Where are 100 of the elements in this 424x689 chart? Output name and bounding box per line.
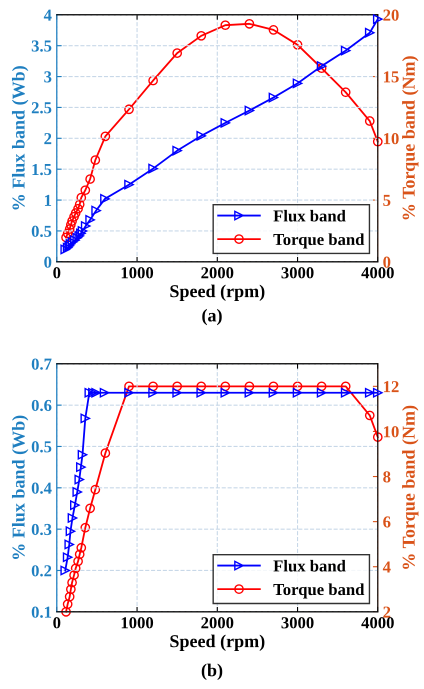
point	[196, 388, 206, 398]
point	[292, 381, 302, 392]
point	[68, 513, 78, 523]
point	[84, 388, 94, 398]
point	[91, 206, 101, 216]
point	[80, 522, 90, 533]
point	[73, 204, 83, 214]
point	[172, 388, 182, 398]
text: (a)	[202, 308, 222, 326]
point	[148, 76, 158, 86]
point	[372, 432, 383, 442]
y-tick-label: 2.5	[32, 102, 52, 114]
legend-label: Flux band	[273, 560, 346, 572]
point	[172, 381, 182, 392]
point	[148, 381, 158, 392]
y2-axis-title: % Torque band (Nm)	[402, 406, 418, 569]
y-tick-label: 0.7	[32, 358, 52, 370]
y-tick-label: 0.2	[32, 565, 52, 577]
y2-tick-label: 6	[383, 516, 390, 528]
point	[340, 388, 351, 398]
point	[316, 63, 326, 74]
point	[62, 599, 73, 610]
point	[70, 208, 81, 218]
y-axis-title: % Flux band (Wb)	[12, 66, 28, 210]
point	[124, 381, 134, 392]
point	[85, 214, 95, 225]
point	[76, 542, 86, 553]
point	[148, 164, 158, 174]
text: (b)	[202, 664, 222, 680]
point	[364, 28, 375, 38]
point	[124, 104, 134, 114]
point	[244, 381, 254, 392]
point	[316, 388, 326, 398]
point	[80, 221, 91, 231]
point	[67, 216, 77, 226]
point	[78, 226, 88, 236]
y2-tick-label: 10	[384, 133, 399, 144]
point	[74, 549, 85, 560]
point	[73, 556, 83, 566]
y2-tick-label: 8	[383, 471, 390, 482]
point	[340, 87, 351, 98]
point	[80, 414, 90, 424]
point	[62, 552, 73, 562]
point	[62, 228, 73, 238]
y-tick-label: 2	[44, 133, 52, 144]
y-tick-label: 4	[44, 10, 52, 21]
point	[64, 224, 75, 234]
point	[80, 185, 90, 196]
point	[124, 388, 134, 398]
y2-tick-label: 0	[383, 256, 390, 268]
x-tick-label: 4000	[361, 267, 394, 278]
point	[292, 388, 302, 398]
x-tick-label: 0	[53, 617, 60, 628]
y-tick-label: 3	[44, 71, 52, 83]
point	[70, 500, 80, 510]
point	[220, 381, 230, 392]
point	[64, 540, 74, 550]
legend-label: Flux band	[273, 210, 346, 222]
point	[244, 388, 254, 398]
point	[340, 46, 351, 56]
point	[60, 244, 70, 254]
point	[316, 61, 326, 71]
point	[85, 174, 95, 184]
point	[90, 155, 100, 165]
y-tick-label: 3.5	[32, 40, 52, 52]
point	[100, 131, 110, 142]
point	[61, 232, 71, 242]
point	[268, 25, 278, 35]
point	[372, 136, 383, 147]
point	[268, 92, 278, 102]
point	[78, 450, 88, 460]
point	[70, 563, 81, 574]
x-tick-label: 1000	[122, 617, 154, 628]
point	[76, 462, 86, 472]
point	[372, 388, 383, 398]
x-tick-label: 3000	[282, 617, 314, 628]
point	[292, 40, 302, 50]
point	[69, 570, 79, 580]
y-tick-label: 1.5	[32, 164, 52, 176]
x-axis-title: Speed (rpm)	[170, 284, 264, 301]
point	[244, 106, 254, 116]
point	[340, 381, 351, 392]
point	[372, 14, 383, 24]
x-tick-label: 2000	[201, 617, 234, 628]
y2-tick-label: 4	[382, 562, 391, 573]
point	[76, 192, 86, 202]
point	[364, 410, 375, 420]
point	[85, 503, 95, 514]
y-tick-label: 0.1	[32, 606, 52, 618]
point	[74, 474, 84, 484]
legend-label: Torque band	[273, 583, 364, 598]
point	[316, 381, 326, 392]
y-tick-label: 0	[44, 256, 52, 268]
point	[90, 484, 100, 494]
y2-tick-label: 5	[383, 194, 390, 206]
point	[100, 448, 110, 458]
y2-tick-label: 2	[383, 606, 390, 618]
point	[72, 487, 82, 497]
y2-tick-label: 12	[384, 381, 399, 392]
point	[67, 578, 77, 588]
